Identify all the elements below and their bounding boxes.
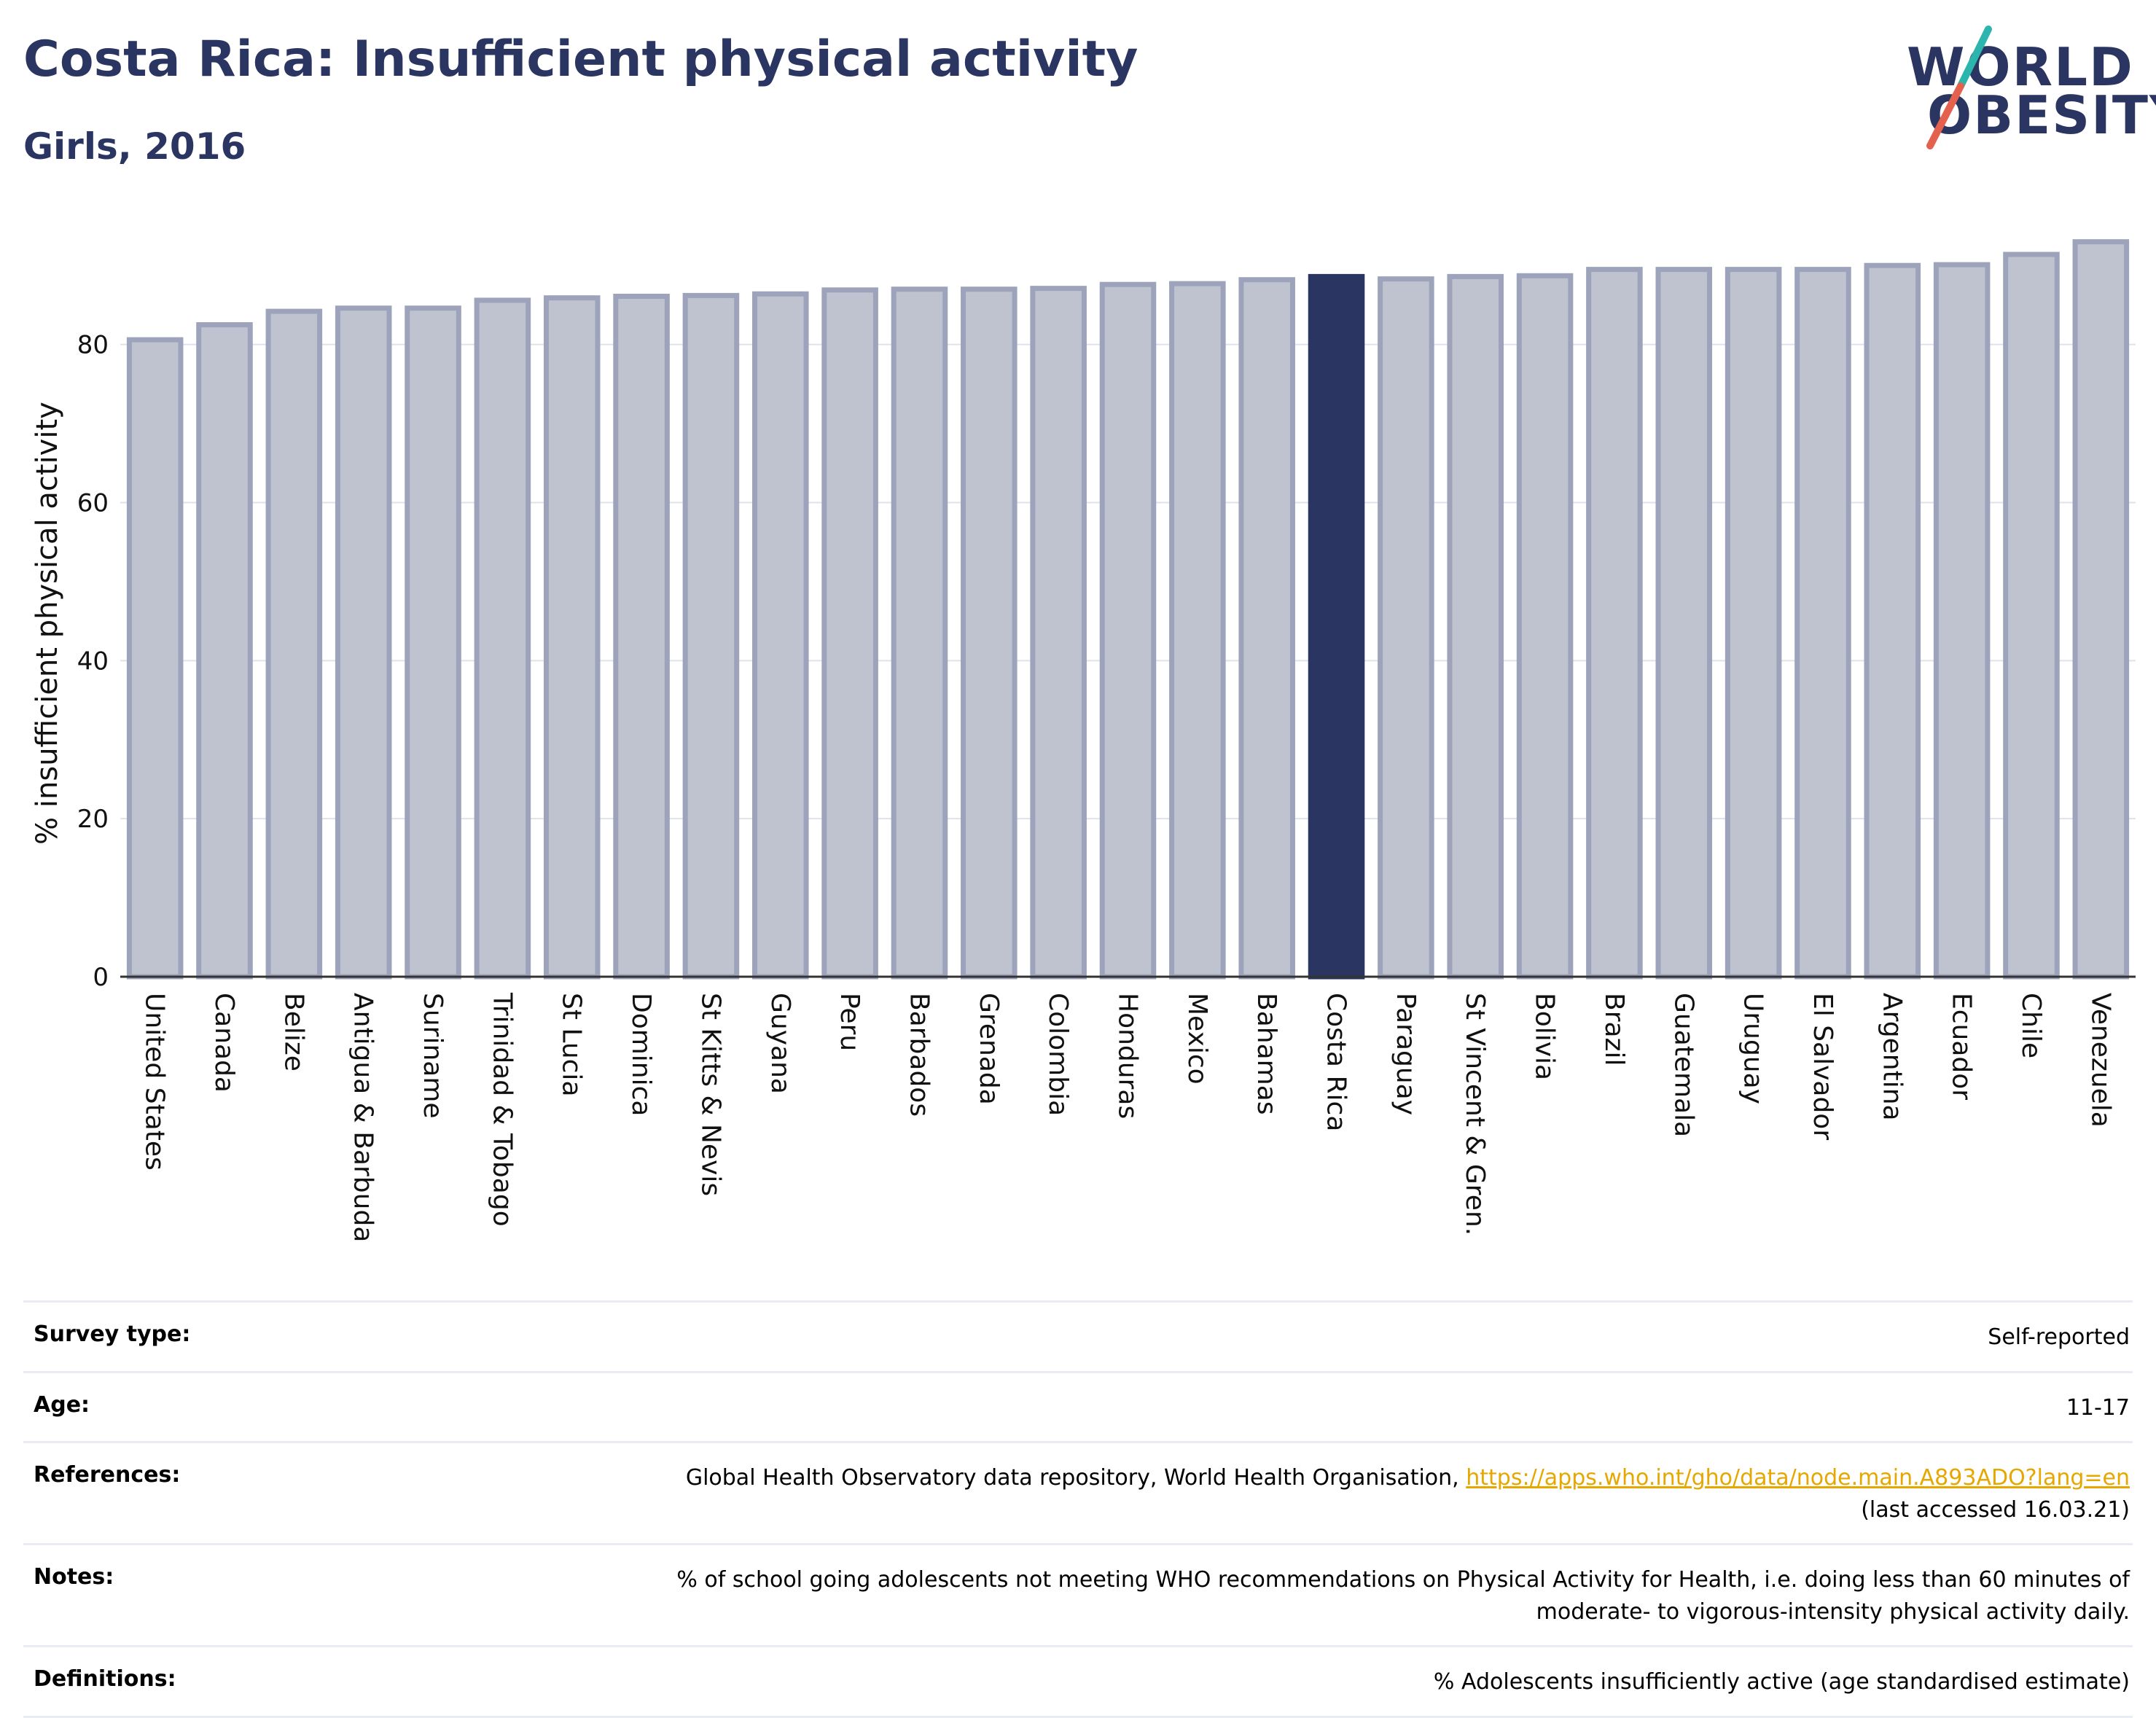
bar bbox=[196, 322, 253, 980]
bar bbox=[1378, 276, 1434, 980]
definitions-value: % Adolescents insufficiently active (age… bbox=[1433, 1669, 2130, 1695]
info-row-notes: Notes: % of school going adolescents not… bbox=[23, 1543, 2133, 1645]
x-tick-label: Costa Rica bbox=[1321, 993, 1351, 1131]
x-tick-label: St Kitts & Nevis bbox=[695, 993, 725, 1196]
logo-line-1: WORLD bbox=[1907, 36, 2134, 98]
x-tick-label: Peru bbox=[835, 993, 864, 1051]
x-tick-label: St Vincent & Gren. bbox=[1460, 993, 1490, 1235]
x-tick-label: Paraguay bbox=[1391, 993, 1421, 1115]
bar bbox=[2003, 251, 2060, 980]
y-tick-label: 0 bbox=[93, 963, 109, 992]
logo-line-2: OBESITY bbox=[1927, 85, 2156, 146]
notes-value: % of school going adolescents not meetin… bbox=[325, 1564, 2133, 1628]
y-tick-label: 60 bbox=[77, 488, 109, 518]
bar bbox=[265, 308, 323, 980]
survey-type-value: Self-reported bbox=[1988, 1324, 2130, 1350]
x-tick-label: Belize bbox=[278, 993, 308, 1071]
bar-chart: 0 20 40 60 80 United States Canada Belize Antigu… bbox=[31, 239, 2136, 1242]
x-tick-label: Uruguay bbox=[1738, 993, 1768, 1104]
references-link[interactable]: https://apps.who.int/gho/data/node.main.… bbox=[1466, 1465, 2130, 1491]
references-accessed: (last accessed 16.03.21) bbox=[1861, 1496, 2130, 1523]
y-tick-label: 80 bbox=[77, 331, 109, 360]
bar bbox=[1864, 262, 1921, 980]
x-tick-label: St Lucia bbox=[557, 993, 587, 1097]
bar bbox=[1725, 267, 1782, 980]
bar bbox=[1655, 267, 1713, 980]
x-tick-label: Barbados bbox=[904, 993, 934, 1117]
x-tick-label: Venezuela bbox=[2085, 993, 2115, 1128]
x-tick-label: Dominica bbox=[626, 993, 656, 1117]
y-tick-label: 40 bbox=[77, 647, 109, 676]
bar bbox=[335, 305, 392, 980]
world-obesity-logo: WORLD OBESITY bbox=[1895, 22, 2156, 153]
x-tick-label: Suriname bbox=[418, 993, 448, 1119]
survey-type-label: Survey type: bbox=[34, 1321, 191, 1347]
bar bbox=[1516, 273, 1574, 980]
x-tick-label: Ecuador bbox=[1947, 993, 1977, 1100]
y-tick-label: 20 bbox=[77, 805, 109, 834]
bar bbox=[405, 305, 461, 980]
x-tick-label: Guyana bbox=[765, 993, 795, 1094]
age-value: 11-17 bbox=[2066, 1394, 2130, 1421]
info-row-survey-type: Survey type: Self-reported bbox=[23, 1300, 2133, 1371]
bar bbox=[1586, 267, 1643, 980]
references-value: Global Health Observatory data repositor… bbox=[325, 1462, 2133, 1526]
x-tick-label: El Salvador bbox=[1808, 993, 1837, 1140]
bar bbox=[1794, 267, 1851, 980]
notes-line-1: % of school going adolescents not meetin… bbox=[676, 1567, 2130, 1593]
age-label: Age: bbox=[34, 1391, 90, 1418]
x-tick-label: Canada bbox=[209, 993, 239, 1093]
chart-subtitle: Girls, 2016 bbox=[23, 125, 246, 168]
x-tick-label: Bolivia bbox=[1530, 993, 1560, 1080]
bar bbox=[1447, 273, 1504, 980]
bar bbox=[891, 286, 948, 980]
x-tick-label: Honduras bbox=[1113, 993, 1143, 1119]
x-tick-label: Bahamas bbox=[1251, 993, 1281, 1115]
bar bbox=[1030, 286, 1087, 980]
info-row-definitions: Definitions: % Adolescents insufficientl… bbox=[23, 1645, 2133, 1718]
bar bbox=[1933, 262, 1991, 980]
references-label: References: bbox=[34, 1462, 181, 1488]
bar bbox=[1099, 281, 1157, 980]
logo-slash-icon bbox=[1926, 26, 1992, 149]
bar bbox=[1238, 277, 1295, 980]
bar bbox=[543, 295, 601, 980]
chart-title: Costa Rica: Insufficient physical activi… bbox=[23, 31, 1138, 88]
x-tick-label: United States bbox=[140, 993, 170, 1171]
bar bbox=[751, 291, 809, 980]
bar bbox=[613, 293, 670, 980]
bar bbox=[682, 292, 740, 980]
x-tick-label: Chile bbox=[2016, 993, 2046, 1058]
x-tick-label: Grenada bbox=[974, 993, 1004, 1105]
info-table: Survey type: Self-reported Age: 11-17 Re… bbox=[23, 1300, 2133, 1718]
bar bbox=[126, 337, 184, 980]
x-tick-label: Trinidad & Tobago bbox=[487, 992, 517, 1227]
notes-line-2: moderate- to vigorous-intensity physical… bbox=[1536, 1598, 2130, 1625]
info-row-references: References: Global Health Observatory da… bbox=[23, 1441, 2133, 1543]
bar bbox=[961, 286, 1018, 980]
notes-label: Notes: bbox=[34, 1564, 114, 1590]
x-tick-label: Argentina bbox=[1877, 993, 1907, 1121]
x-tick-label: Guatemala bbox=[1668, 993, 1698, 1137]
x-tick-label: Colombia bbox=[1043, 993, 1073, 1116]
info-row-age: Age: 11-17 bbox=[23, 1370, 2133, 1442]
references-text: Global Health Observatory data repositor… bbox=[685, 1465, 1459, 1491]
bar bbox=[474, 297, 531, 980]
bar bbox=[821, 287, 878, 980]
x-tick-label: Antigua & Barbuda bbox=[348, 993, 378, 1242]
bar bbox=[2072, 239, 2130, 980]
bar bbox=[1169, 281, 1226, 980]
definitions-label: Definitions: bbox=[34, 1666, 176, 1692]
y-axis-title: % insufficient physical activity bbox=[31, 402, 64, 845]
x-tick-label: Mexico bbox=[1182, 993, 1212, 1085]
bar-highlight bbox=[1308, 273, 1365, 980]
x-tick-label: Brazil bbox=[1599, 993, 1629, 1066]
